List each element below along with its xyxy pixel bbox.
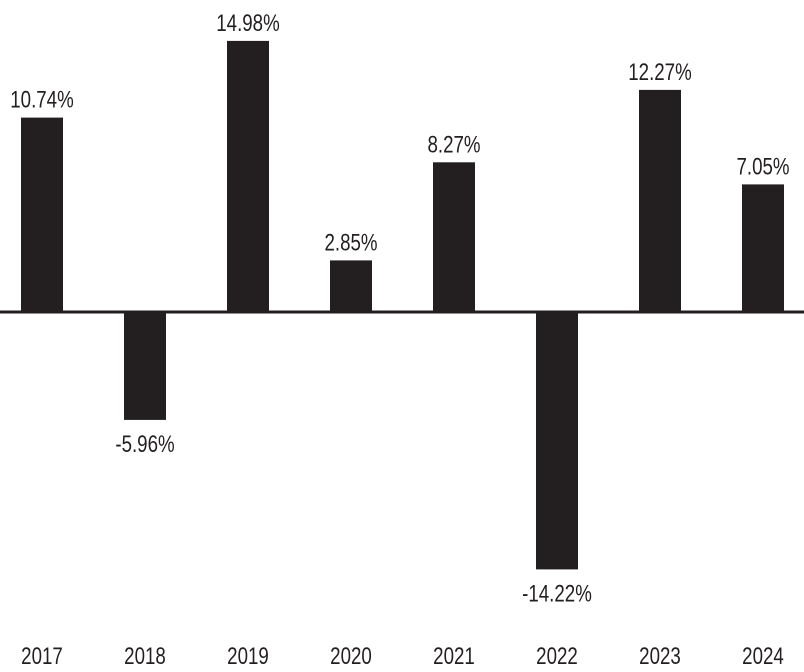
x-tick-label-2020: 2020 xyxy=(330,643,372,670)
value-label-2024: 7.05% xyxy=(736,153,789,180)
x-tick-label-2018: 2018 xyxy=(124,643,166,670)
x-tick-label-2023: 2023 xyxy=(639,643,681,670)
bar-2018 xyxy=(124,312,166,420)
value-label-2018: -5.96% xyxy=(115,431,174,458)
x-axis-tick-labels: 2017 2018 2019 2020 2021 2022 2023 2024 xyxy=(21,643,784,670)
bars-group xyxy=(21,40,784,570)
x-tick-label-2017: 2017 xyxy=(21,643,63,670)
x-tick-label-2021: 2021 xyxy=(433,643,475,670)
bar-2017 xyxy=(21,117,63,312)
x-tick-label-2022: 2022 xyxy=(536,643,578,670)
value-label-2022: -14.22% xyxy=(522,580,592,607)
bar-2020 xyxy=(330,260,372,312)
value-label-2021: 8.27% xyxy=(427,131,480,158)
bar-2023 xyxy=(639,89,681,313)
x-tick-label-2024: 2024 xyxy=(742,643,784,670)
bar-2019 xyxy=(227,40,269,313)
value-label-2020: 2.85% xyxy=(324,229,377,256)
x-tick-label-2019: 2019 xyxy=(227,643,269,670)
bar-2024 xyxy=(742,184,784,312)
value-label-2017: 10.74% xyxy=(10,86,73,113)
value-label-2019: 14.98% xyxy=(216,10,279,37)
bar-2021 xyxy=(433,162,475,312)
value-labels-group: 10.74% -5.96% 14.98% 2.85% 8.27% -14.22% 12.27… xyxy=(10,10,789,607)
bar-2022 xyxy=(536,312,578,570)
value-label-2023: 12.27% xyxy=(628,59,691,86)
